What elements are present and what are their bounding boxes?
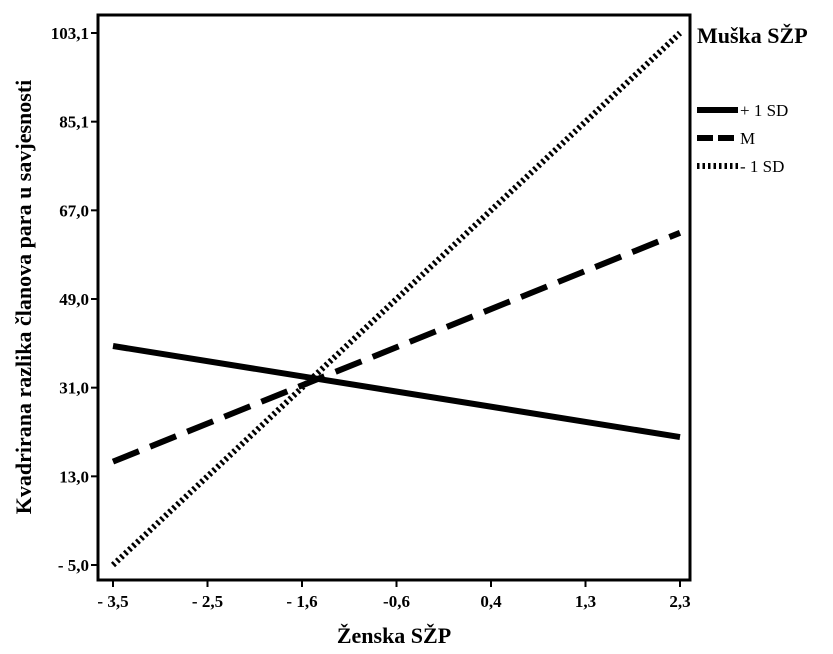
x-tick-label: - 2,5: [192, 592, 223, 611]
y-tick-label: 85,1: [59, 113, 89, 132]
x-tick-label: 0,4: [480, 592, 502, 611]
x-axis-title: Ženska SŽP: [337, 623, 451, 648]
y-tick-label: 49,0: [59, 290, 89, 309]
series-line-2: [111, 230, 682, 465]
axis-ticks: - 3,5 - 2,5 - 1,6 -0,6 0,4 1,3 2,3 - 5,0 13,0 31,…: [51, 24, 691, 611]
series-line-3: [110, 30, 683, 568]
legend-label: M: [740, 129, 755, 148]
legend-label: + 1 SD: [740, 101, 788, 120]
legend: + 1 SD M - 1 SD: [697, 101, 788, 176]
legend-label: - 1 SD: [740, 157, 784, 176]
series-line-1: [112, 343, 681, 441]
y-axis-title: Kvadrirana razlika članova para u savjes…: [11, 80, 36, 515]
plot-frame: [96, 13, 692, 582]
y-tick-label: 67,0: [59, 201, 89, 220]
y-tick-label: 31,0: [59, 379, 89, 398]
x-tick-label: -0,6: [383, 592, 410, 611]
series-lines: [110, 30, 683, 568]
x-tick-label: - 1,6: [286, 592, 317, 611]
legend-title: Muška SŽP: [697, 23, 808, 48]
x-tick-label: 2,3: [669, 592, 690, 611]
y-tick-label: 13,0: [59, 467, 89, 486]
y-tick-label: - 5,0: [58, 556, 89, 575]
y-tick-label: 103,1: [51, 24, 89, 43]
x-tick-label: - 3,5: [97, 592, 128, 611]
x-tick-label: 1,3: [575, 592, 596, 611]
